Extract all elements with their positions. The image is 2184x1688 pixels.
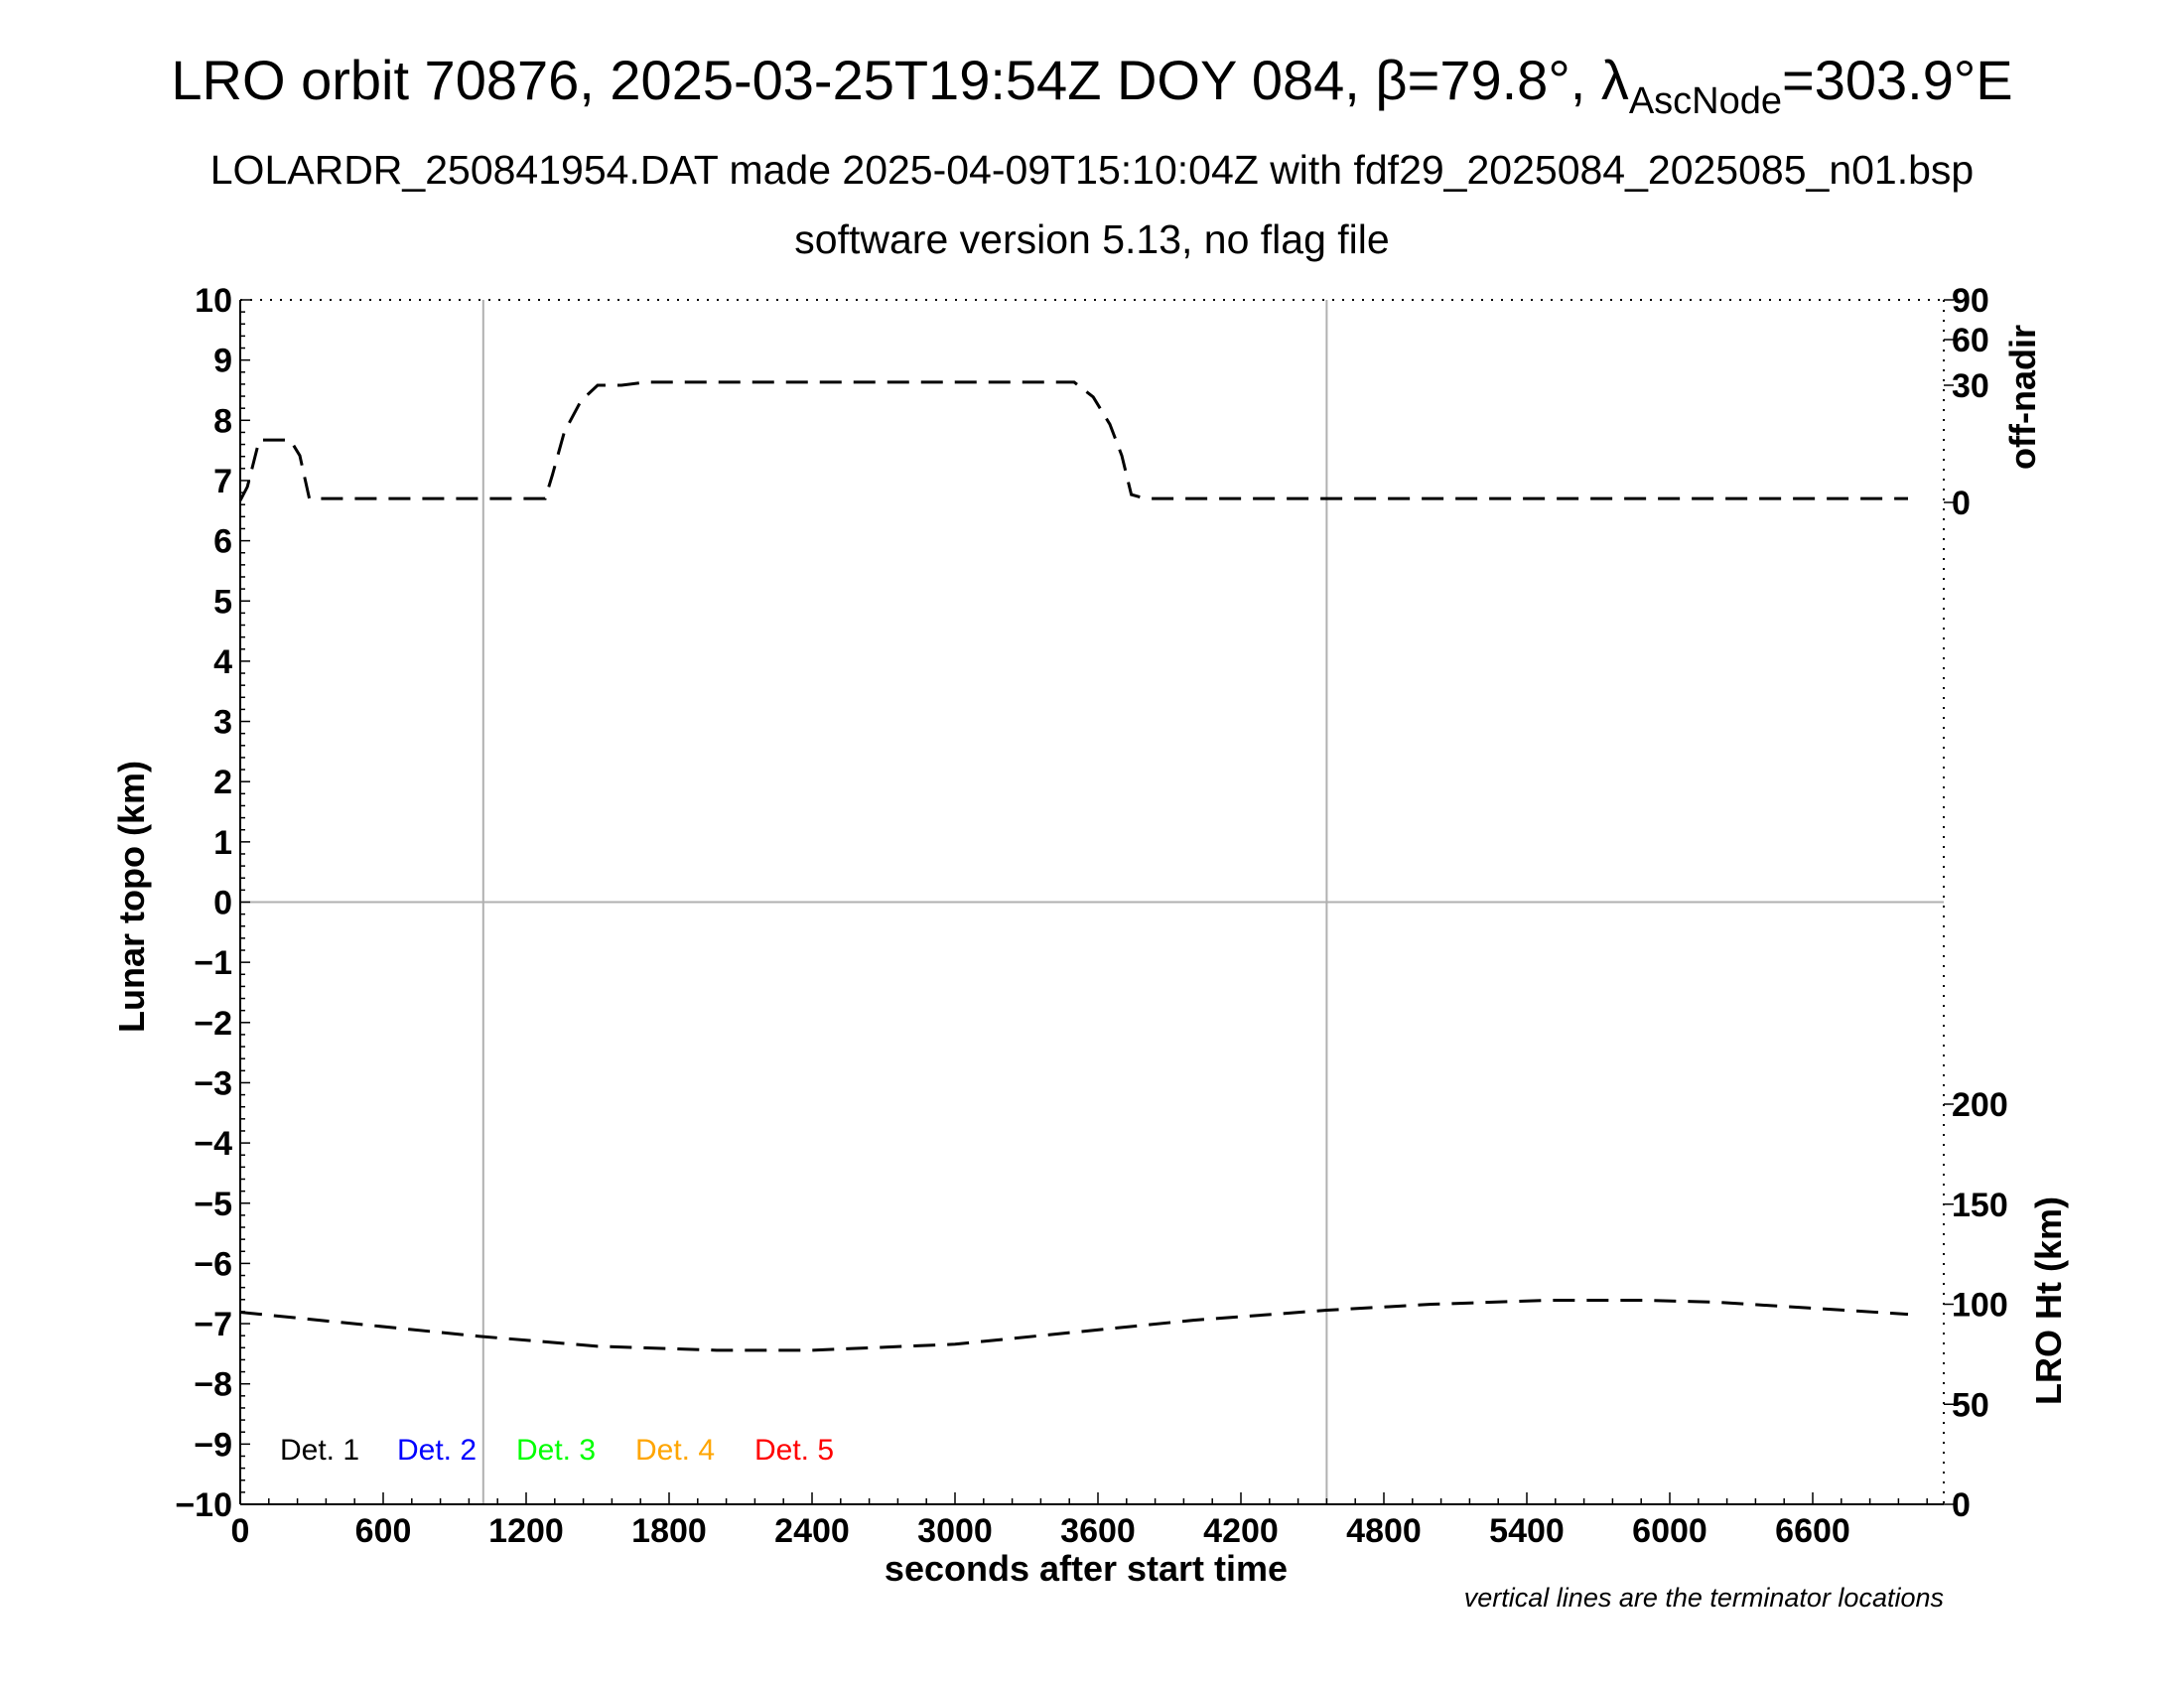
lro-height-series-line: [239, 1298, 1909, 1352]
y-tick-label: 6: [213, 523, 232, 561]
y-tick-label: 2: [213, 764, 232, 801]
x-tick-labels: 0 600 1200 1800 2400 3000 3600 4200 4800 5400 6000…: [231, 1512, 1850, 1550]
y-tick-label: 8: [213, 402, 232, 440]
x-tick-label: 1200: [488, 1512, 564, 1550]
y-tick-label: 10: [195, 282, 232, 320]
title-suffix: =303.9°E: [1782, 49, 2013, 111]
legend-item-det-5: Det. 5: [754, 1434, 834, 1467]
lro-ht-tick-label: 50: [1952, 1386, 1989, 1424]
y-tick-label: −9: [194, 1426, 232, 1464]
x-tick-label: 3600: [1060, 1512, 1136, 1550]
title-subscript: AscNode: [1629, 80, 1782, 122]
chart-subtitle-2: software version 5.13, no flag file: [794, 216, 1389, 262]
x-tick-label: 3000: [917, 1512, 993, 1550]
data-series: [238, 380, 1909, 1352]
y-axis-label-right-top: off-nadir: [2002, 325, 2043, 470]
y-tick-label: −7: [194, 1306, 232, 1343]
lro-ht-tick-label: 100: [1952, 1287, 2008, 1325]
y-axis-label-right-bottom: LRO Ht (km): [2028, 1196, 2069, 1405]
x-tick-label: 1800: [631, 1512, 707, 1550]
off-nadir-series-line: [238, 380, 1908, 501]
y-tick-label: 9: [213, 343, 232, 380]
off-nadir-tick-label: 0: [1952, 485, 1971, 522]
y-tick-label: −6: [194, 1245, 232, 1283]
title-main: LRO orbit 70876, 2025-03-25T19:54Z DOY 0…: [171, 49, 1628, 111]
x-tick-label: 6000: [1632, 1512, 1707, 1550]
y-tick-label: −1: [194, 944, 232, 982]
legend-item-det-1: Det. 1: [280, 1434, 359, 1467]
y-tick-label: 4: [213, 643, 232, 681]
legend-item-det-2: Det. 2: [397, 1434, 477, 1467]
x-tick-label: 600: [355, 1512, 412, 1550]
y-tick-label: 5: [213, 583, 232, 621]
y-tick-label: −4: [194, 1125, 232, 1163]
x-tick-label: 0: [231, 1512, 250, 1550]
y-tick-label: 3: [213, 704, 232, 742]
lro-ht-tick-label: 200: [1952, 1086, 2008, 1124]
off-nadir-tick-label: 60: [1952, 322, 1989, 359]
legend-item-det-4: Det. 4: [635, 1434, 715, 1467]
y-tick-label: −2: [194, 1005, 232, 1043]
legend-item-det-3: Det. 3: [516, 1434, 596, 1467]
y-axis-label-left: Lunar topo (km): [111, 761, 152, 1033]
y-tick-label: 0: [213, 885, 232, 922]
lro-ht-tick-label: 0: [1952, 1486, 1971, 1524]
y-tick-label: 7: [213, 463, 232, 500]
x-tick-label: 4800: [1346, 1512, 1422, 1550]
chart-subtitle: LOLARDR_250841954.DAT made 2025-04-09T15…: [210, 147, 1974, 193]
lro-ht-tick-label: 150: [1952, 1187, 2008, 1224]
off-nadir-tick-label: 90: [1952, 282, 1989, 320]
x-tick-label: 4200: [1203, 1512, 1279, 1550]
y-tick-label: 1: [213, 824, 232, 862]
y-tick-label: −8: [194, 1366, 232, 1404]
x-tick-label: 2400: [774, 1512, 850, 1550]
y-tick-label: −5: [194, 1186, 232, 1223]
y-tick-label: −3: [194, 1064, 232, 1102]
y-tick-label: −10: [175, 1486, 232, 1524]
x-axis-label: seconds after start time: [885, 1548, 1288, 1589]
chart-title: LRO orbit 70876, 2025-03-25T19:54Z DOY 0…: [171, 49, 2012, 122]
terminator-note: vertical lines are the terminator locati…: [1464, 1583, 1944, 1613]
terminator-lines: [240, 300, 1944, 1504]
x-tick-label: 5400: [1489, 1512, 1565, 1550]
legend: Det. 1 Det. 2 Det. 3 Det. 4 Det. 5: [280, 1434, 834, 1467]
x-tick-label: 6600: [1775, 1512, 1850, 1550]
off-nadir-tick-label: 30: [1952, 367, 1989, 405]
